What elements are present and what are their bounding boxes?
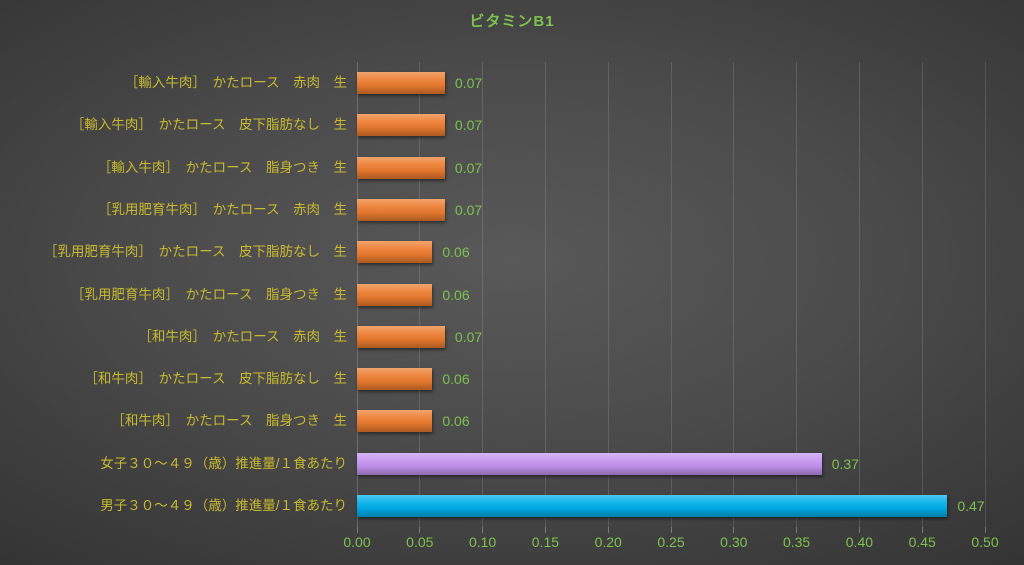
gridline xyxy=(858,62,860,527)
bar xyxy=(357,198,445,221)
bar-value-label: 0.06 xyxy=(442,244,470,261)
category-label: 男子３０～４９（歳）推進量/１食あたり xyxy=(100,497,347,513)
gridline xyxy=(482,62,484,527)
bar-value-label: 0.06 xyxy=(442,413,470,430)
category-label: ［輸入牛肉］ かたロース 赤肉 生 xyxy=(124,75,347,91)
plot-area: 0.07 0.07 0.07 0.07 0.06 0.06 0.07 0.06 0.06 0.37… xyxy=(356,62,986,527)
bar-value-label: 0.07 xyxy=(454,159,483,176)
bar xyxy=(357,283,433,306)
category-label: ［乳用肥育牛肉］ かたロース 赤肉 生 xyxy=(97,201,347,217)
category-label: ［和牛肉］ かたロース 脂身つき 生 xyxy=(111,413,347,429)
gridline xyxy=(796,62,798,527)
category-label: ［和牛肉］ かたロース 赤肉 生 xyxy=(138,328,347,344)
bar-value-label: 0.37 xyxy=(831,455,859,472)
x-tick-label: 0.15 xyxy=(531,534,560,550)
x-tick-label: 0.30 xyxy=(720,534,748,550)
bar-value-label: 0.07 xyxy=(454,117,483,134)
gridline xyxy=(607,62,609,527)
bar xyxy=(357,156,445,179)
x-axis-tick xyxy=(984,527,986,533)
gridline xyxy=(921,62,923,527)
category-label: ［輸入牛肉］ かたロース 脂身つき 生 xyxy=(97,159,347,175)
x-tick-label: 0.50 xyxy=(971,534,999,550)
bar xyxy=(357,494,948,517)
gridline xyxy=(544,62,546,527)
bar-value-label: 0.07 xyxy=(454,75,483,92)
x-tick-label: 0.10 xyxy=(468,534,497,550)
bar xyxy=(357,410,433,433)
x-axis-tick xyxy=(858,527,860,533)
x-axis-tick xyxy=(544,527,546,533)
bar xyxy=(357,72,445,95)
x-tick-label: 0.40 xyxy=(845,534,874,550)
category-label: ［和牛肉］ かたロース 皮下脂肪なし 生 xyxy=(84,371,347,387)
bar xyxy=(357,452,822,475)
category-label: ［輸入牛肉］ かたロース 皮下脂肪なし 生 xyxy=(70,117,347,133)
bar xyxy=(357,241,433,264)
bar xyxy=(357,368,433,391)
x-axis-tick xyxy=(419,527,421,533)
x-tick-label: 0.45 xyxy=(908,534,936,550)
bar-value-label: 0.06 xyxy=(442,371,470,388)
gridline xyxy=(733,62,735,527)
category-label: 女子３０～４９（歳）推進量/１食あたり xyxy=(100,455,347,471)
x-axis-tick xyxy=(670,527,672,533)
x-tick-label: 0.25 xyxy=(657,534,685,550)
gridline xyxy=(984,62,986,527)
x-tick-label: 0.00 xyxy=(343,534,371,550)
x-tick-label: 0.20 xyxy=(594,534,622,550)
bar xyxy=(357,114,445,137)
x-axis-tick xyxy=(607,527,609,533)
category-label: ［乳用肥育牛肉］ かたロース 脂身つき 生 xyxy=(70,286,347,302)
x-tick-label: 0.05 xyxy=(406,534,434,550)
x-axis-tick xyxy=(356,527,358,533)
x-axis-tick xyxy=(796,527,798,533)
x-axis-tick xyxy=(921,527,923,533)
x-tick-label: 0.35 xyxy=(782,534,811,550)
category-label: ［乳用肥育牛肉］ かたロース 皮下脂肪なし 生 xyxy=(43,244,347,260)
gridline xyxy=(670,62,672,527)
chart-title: ビタミンB1 xyxy=(469,13,555,30)
x-axis-tick xyxy=(482,527,484,533)
bar-value-label: 0.07 xyxy=(454,201,483,218)
bar xyxy=(357,325,445,348)
bar-value-label: 0.07 xyxy=(454,328,483,345)
x-axis-tick xyxy=(733,527,735,533)
bar-value-label: 0.06 xyxy=(442,286,470,303)
bar-value-label: 0.47 xyxy=(957,497,985,514)
